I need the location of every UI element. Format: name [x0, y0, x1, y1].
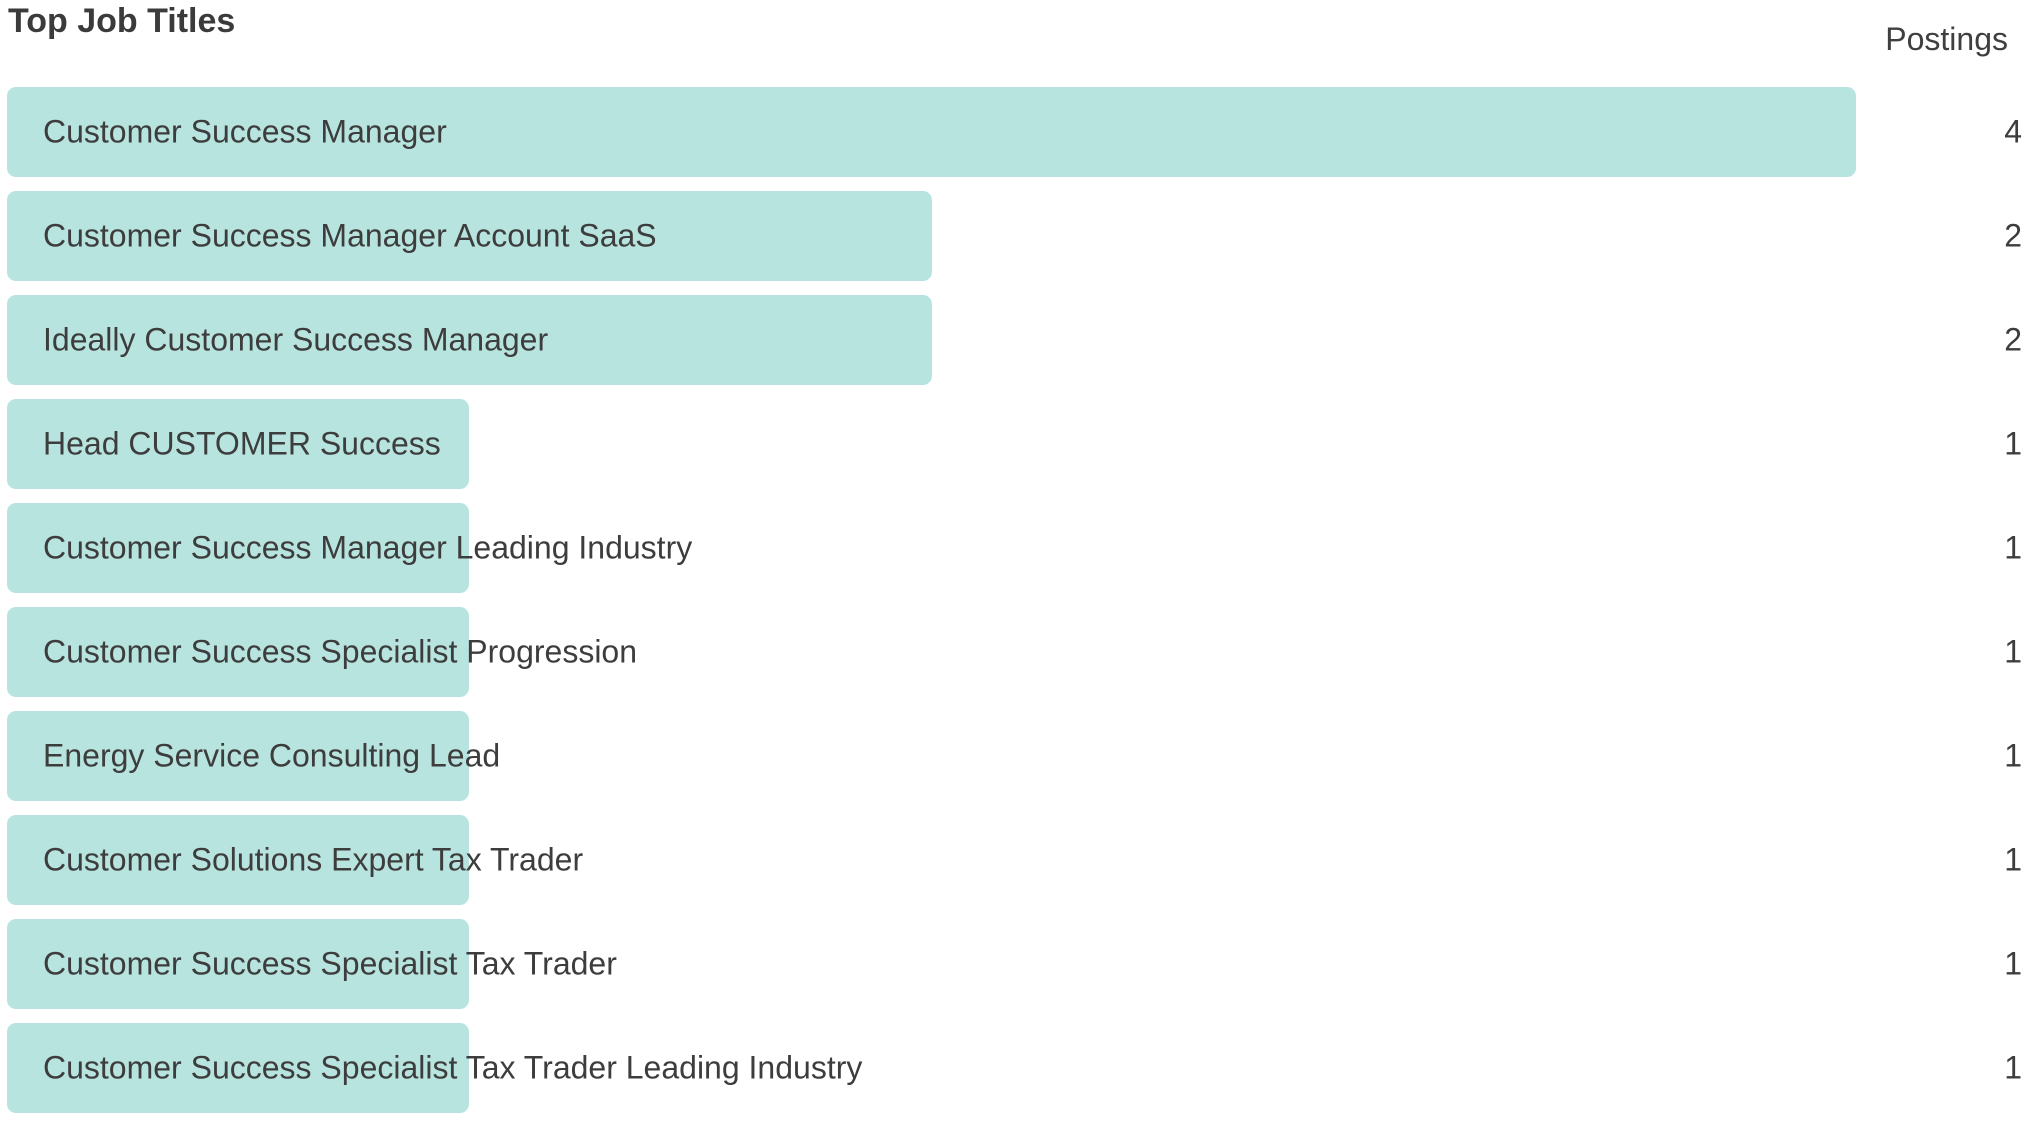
job-title-label: Customer Success Manager	[43, 113, 447, 150]
bar[interactable]	[7, 399, 470, 489]
bar-chart-row: Customer Success Manager Account SaaS 2	[0, 191, 2036, 281]
job-title-label: Customer Success Specialist Progression	[43, 633, 638, 670]
bar-chart-row: Customer Success Manager Leading Industr…	[0, 503, 2036, 593]
bar[interactable]	[7, 191, 932, 281]
job-title-label: Energy Service Consulting Lead	[43, 737, 501, 774]
bar[interactable]	[7, 1023, 470, 1113]
bar-track	[7, 711, 1856, 801]
postings-count: 2	[2004, 321, 2022, 358]
bar[interactable]	[7, 919, 470, 1009]
bar[interactable]	[7, 815, 470, 905]
postings-count: 2	[2004, 217, 2022, 254]
job-title-label: Customer Success Specialist Tax Trader	[43, 945, 617, 982]
bar-chart-row: Head CUSTOMER Success 1	[0, 399, 2036, 489]
bar-track	[7, 87, 1856, 177]
job-title-label: Head CUSTOMER Success	[43, 425, 441, 462]
postings-count: 1	[2004, 529, 2022, 566]
bar[interactable]	[7, 607, 470, 697]
bar-chart-row: Energy Service Consulting Lead 1	[0, 711, 2036, 801]
bar[interactable]	[7, 711, 470, 801]
bar-chart-row: Customer Success Specialist Tax Trader 1	[0, 919, 2036, 1009]
bar-chart-row: Customer Solutions Expert Tax Trader 1	[0, 815, 2036, 905]
bar-chart-row: Ideally Customer Success Manager 2	[0, 295, 2036, 385]
job-title-label: Customer Solutions Expert Tax Trader	[43, 841, 584, 878]
job-title-label: Ideally Customer Success Manager	[43, 321, 549, 358]
job-title-label: Customer Success Manager Account SaaS	[43, 217, 657, 254]
postings-count: 1	[2004, 1049, 2022, 1086]
chart-header: Top Job Titles Postings	[0, 0, 2036, 87]
job-title-label: Customer Success Manager Leading Industr…	[43, 529, 693, 566]
bar-chart-row: Customer Success Manager 4	[0, 87, 2036, 177]
postings-count: 1	[2004, 633, 2022, 670]
postings-column-header: Postings	[1885, 21, 2008, 57]
bar-chart-row: Customer Success Specialist Progression …	[0, 607, 2036, 697]
postings-count: 4	[2004, 113, 2022, 150]
page-title: Top Job Titles	[8, 2, 236, 40]
bar-track	[7, 607, 1856, 697]
postings-count: 1	[2004, 841, 2022, 878]
job-title-label: Customer Success Specialist Tax Trader L…	[43, 1049, 863, 1086]
bar-track	[7, 399, 1856, 489]
bar[interactable]	[7, 295, 932, 385]
postings-count: 1	[2004, 945, 2022, 982]
bar-chart: Customer Success Manager 4 Customer Succ…	[0, 87, 2036, 1127]
bar-track	[7, 919, 1856, 1009]
bar-track	[7, 1023, 1856, 1113]
bar-track	[7, 815, 1856, 905]
bar[interactable]	[7, 87, 1856, 177]
bar-track	[7, 295, 1856, 385]
bar-track	[7, 191, 1856, 281]
postings-count: 1	[2004, 425, 2022, 462]
bar-track	[7, 503, 1856, 593]
postings-count: 1	[2004, 737, 2022, 774]
bar[interactable]	[7, 503, 470, 593]
bar-chart-row: Customer Success Specialist Tax Trader L…	[0, 1023, 2036, 1113]
